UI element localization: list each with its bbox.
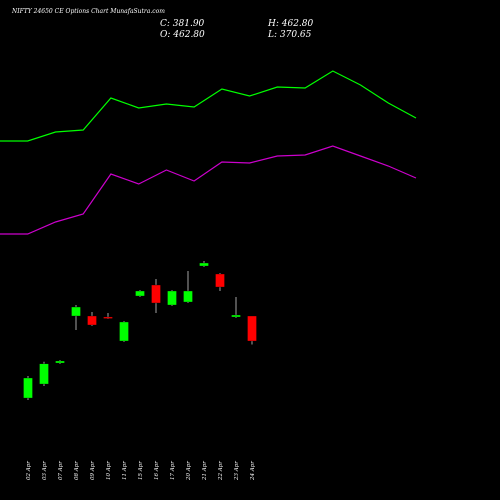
open-label: O: 462.80	[160, 30, 205, 40]
x-tick-label: 10 Apr	[106, 461, 112, 480]
candle-body	[87, 315, 97, 326]
x-tick-label: 07 Apr	[58, 461, 64, 480]
low-label: L: 370.65	[267, 30, 312, 40]
x-tick-label: 17 Apr	[170, 461, 176, 480]
chart-title: NIFTY 24650 CE Options Chart MunafaSutra…	[11, 8, 165, 15]
candle-body	[39, 363, 49, 385]
candle-body	[231, 314, 241, 318]
high-label: H: 462.80	[267, 19, 314, 29]
x-tick-label: 22 Apr	[218, 461, 224, 481]
x-tick-label: 23 Apr	[234, 461, 240, 481]
candle-body	[167, 290, 177, 306]
candle-body	[215, 273, 225, 288]
candle-body	[151, 284, 161, 304]
candle-body	[55, 360, 65, 364]
x-tick-label: 15 Apr	[138, 461, 144, 480]
candle-body	[199, 262, 209, 267]
x-tick-label: 21 Apr	[202, 461, 208, 481]
candle-body	[71, 306, 81, 317]
candle-body	[119, 321, 129, 342]
indicator-line	[0, 145, 417, 235]
x-tick-label: 08 Apr	[74, 461, 80, 480]
candle-body	[247, 315, 257, 342]
candle-body	[135, 290, 145, 297]
candle-body	[23, 377, 33, 399]
indicator-line	[0, 70, 417, 142]
x-tick-label: 03 Apr	[42, 461, 48, 480]
close-label: C: 381.90	[160, 19, 205, 29]
x-tick-label: 09 Apr	[90, 461, 96, 480]
x-tick-label: 20 Apr	[186, 461, 192, 481]
x-tick-label: 02 Apr	[26, 461, 32, 480]
x-tick-label: 11 Apr	[122, 461, 128, 480]
x-tick-label: 24 Apr	[250, 461, 256, 481]
candle-body	[183, 290, 193, 303]
x-tick-label: 16 Apr	[154, 461, 160, 480]
candle-body	[103, 316, 113, 319]
